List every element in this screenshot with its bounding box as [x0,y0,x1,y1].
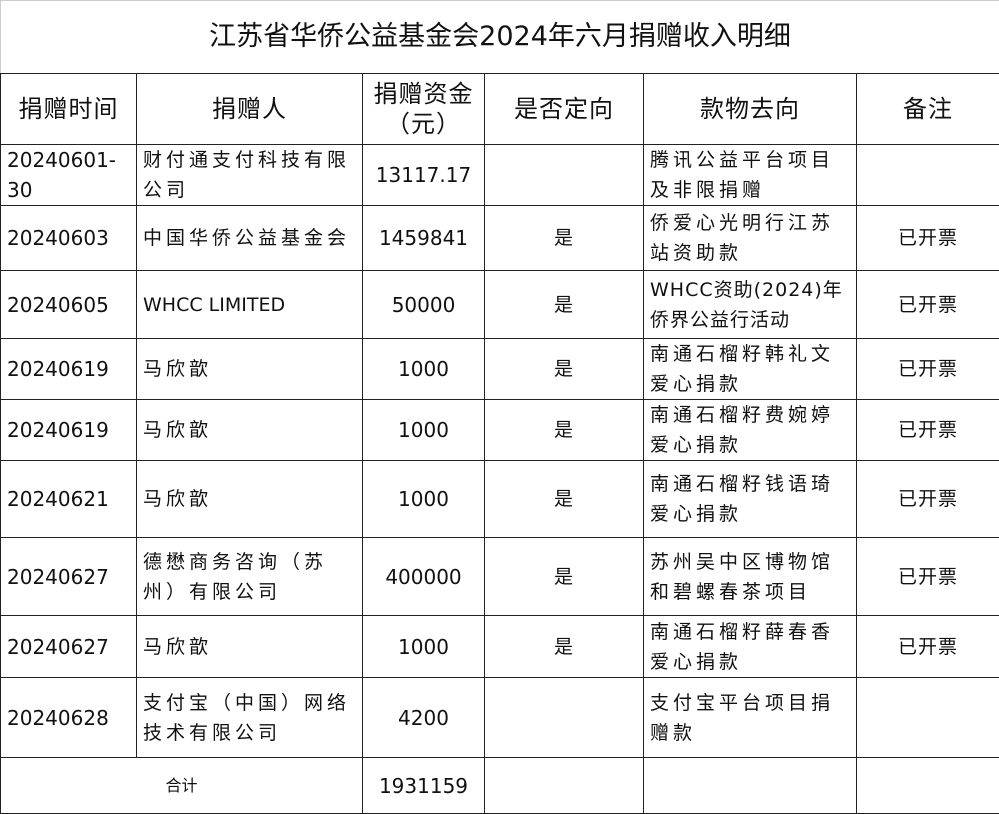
date-cell: 20240605 [1,271,137,339]
destination-cell: 南通石榴籽薛春香爱心捐款 [644,616,857,678]
date-cell: 20240627 [1,538,137,616]
date-cell: 20240621 [1,461,137,538]
amount-cell: 1000 [363,400,485,461]
donor-cell: 马欣歆 [137,616,363,678]
total-row: 合计 1931159 [1,758,999,814]
header-donor: 捐赠人 [137,74,363,145]
donor-cell: WHCC LIMITED [137,271,363,339]
directed-cell: 是 [485,400,644,461]
note-cell: 已开票 [857,206,999,271]
donor-cell: 财付通支付科技有限公司 [137,145,363,206]
note-cell: 已开票 [857,271,999,339]
amount-cell: 13117.17 [363,145,485,206]
destination-cell: 腾讯公益平台项目及非限捐赠 [644,145,857,206]
donor-cell: 中国华侨公益基金会 [137,206,363,271]
date-cell: 20240627 [1,616,137,678]
destination-cell: 支付宝平台项目捐赠款 [644,678,857,758]
directed-cell: 是 [485,339,644,400]
header-date: 捐赠时间 [1,74,137,145]
total-label: 合计 [1,758,363,814]
destination-cell: 南通石榴籽韩礼文爱心捐款 [644,339,857,400]
note-cell: 已开票 [857,538,999,616]
amount-cell: 1000 [363,616,485,678]
amount-cell: 1459841 [363,206,485,271]
note-cell [857,145,999,206]
header-row: 捐赠时间 捐赠人 捐赠资金（元） 是否定向 款物去向 备注 [1,74,999,145]
amount-cell: 1000 [363,339,485,400]
destination-cell: 南通石榴籽费婉婷爱心捐款 [644,400,857,461]
note-cell: 已开票 [857,616,999,678]
header-directed: 是否定向 [485,74,644,145]
total-note [857,758,999,814]
header-destination: 款物去向 [644,74,857,145]
directed-cell: 是 [485,461,644,538]
destination-cell: 侨爱心光明行江苏站资助款 [644,206,857,271]
directed-cell [485,145,644,206]
header-note: 备注 [857,74,999,145]
date-cell: 20240601-30 [1,145,137,206]
donor-cell: 马欣歆 [137,461,363,538]
donor-cell: 马欣歆 [137,339,363,400]
donor-cell: 马欣歆 [137,400,363,461]
donor-cell: 德懋商务咨询（苏州）有限公司 [137,538,363,616]
destination-cell: 苏州吴中区博物馆和碧螺春茶项目 [644,538,857,616]
header-amount: 捐赠资金（元） [363,74,485,145]
date-cell: 20240619 [1,400,137,461]
amount-cell: 4200 [363,678,485,758]
amount-cell: 400000 [363,538,485,616]
date-cell: 20240603 [1,206,137,271]
date-cell: 20240619 [1,339,137,400]
note-cell: 已开票 [857,461,999,538]
directed-cell: 是 [485,206,644,271]
directed-cell [485,678,644,758]
note-cell: 已开票 [857,400,999,461]
note-cell [857,678,999,758]
page-title: 江苏省华侨公益基金会2024年六月捐赠收入明细 [1,1,999,74]
destination-cell: WHCC资助(2024)年侨界公益行活动 [644,271,857,339]
donor-cell: 支付宝（中国）网络技术有限公司 [137,678,363,758]
date-cell: 20240628 [1,678,137,758]
directed-cell: 是 [485,538,644,616]
note-cell: 已开票 [857,339,999,400]
total-destination [644,758,857,814]
amount-cell: 1000 [363,461,485,538]
destination-cell: 南通石榴籽钱语琦爱心捐款 [644,461,857,538]
amount-cell: 50000 [363,271,485,339]
total-directed [485,758,644,814]
directed-cell: 是 [485,271,644,339]
total-amount: 1931159 [363,758,485,814]
directed-cell: 是 [485,616,644,678]
